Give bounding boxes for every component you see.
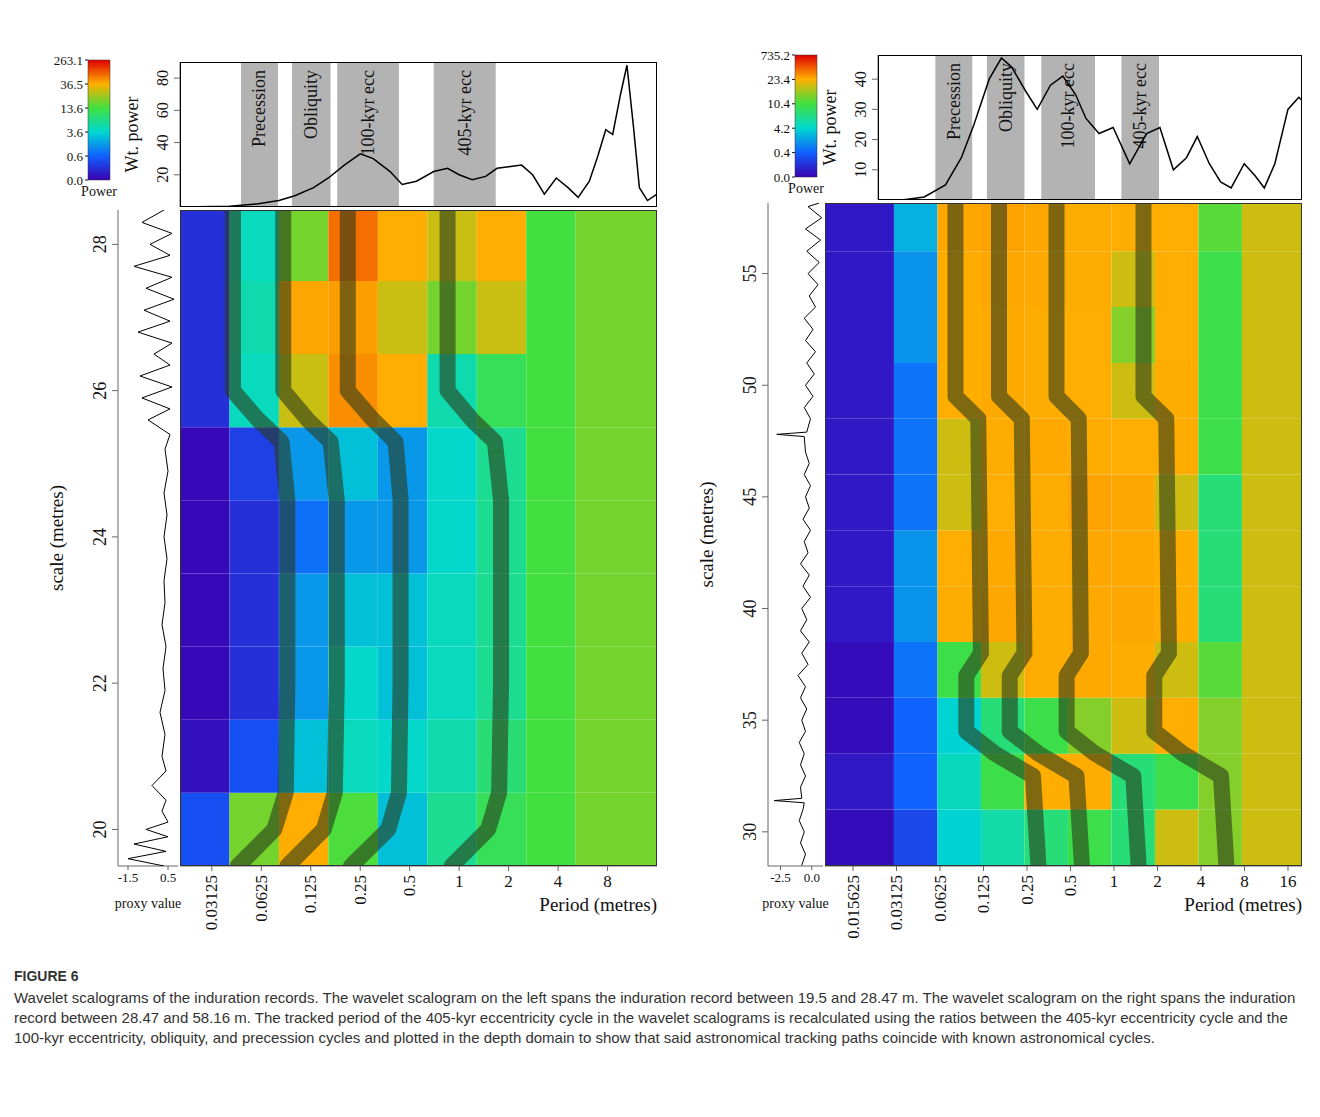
html-text:FIGURE 6: FIGURE 6 xyxy=(14,968,79,984)
html-text:Period (metres): Period (metres) xyxy=(539,894,657,915)
svg-text:100-kyr ecc: 100-kyr ecc xyxy=(1058,63,1078,148)
svg-text:0.125: 0.125 xyxy=(974,875,993,913)
svg-text:40: 40 xyxy=(154,135,171,151)
svg-text:13.6: 13.6 xyxy=(60,101,83,116)
svg-text:0.5: 0.5 xyxy=(160,870,176,885)
svg-text:scale (metres): scale (metres) xyxy=(696,481,718,587)
svg-text:10: 10 xyxy=(852,162,869,178)
svg-text:Power: Power xyxy=(788,181,824,196)
svg-text:4.2: 4.2 xyxy=(774,121,790,136)
svg-text:0.25: 0.25 xyxy=(351,875,370,905)
svg-text:Obliquity: Obliquity xyxy=(301,70,321,139)
svg-text:0.0: 0.0 xyxy=(804,870,820,885)
svg-text:60: 60 xyxy=(154,102,171,118)
html-text:Wavelet scalograms of the indu: Wavelet scalograms of the induration rec… xyxy=(14,989,1296,1046)
svg-text:24: 24 xyxy=(90,528,110,546)
html-text:proxy value: proxy value xyxy=(762,896,829,911)
svg-text:scale (metres): scale (metres) xyxy=(46,485,68,591)
svg-text:20: 20 xyxy=(90,820,110,838)
svg-text:28: 28 xyxy=(90,235,110,253)
svg-text:1: 1 xyxy=(1110,872,1119,891)
svg-text:0.03125: 0.03125 xyxy=(202,875,221,930)
svg-text:40: 40 xyxy=(740,600,760,618)
svg-text:30: 30 xyxy=(740,823,760,841)
svg-text:22: 22 xyxy=(90,674,110,692)
svg-text:55: 55 xyxy=(740,265,760,283)
svg-text:45: 45 xyxy=(740,488,760,506)
svg-text:0.25: 0.25 xyxy=(1018,875,1037,905)
svg-text:100-kyr ecc: 100-kyr ecc xyxy=(358,70,378,155)
svg-text:1: 1 xyxy=(455,872,464,891)
html-text:Period (metres): Period (metres) xyxy=(1184,894,1302,915)
svg-text:0.4: 0.4 xyxy=(774,145,791,160)
svg-text:735.2: 735.2 xyxy=(761,48,790,63)
svg-text:30: 30 xyxy=(852,101,869,117)
svg-text:0.015625: 0.015625 xyxy=(844,875,863,939)
svg-text:0.5: 0.5 xyxy=(1061,875,1080,896)
svg-text:Power: Power xyxy=(81,184,117,199)
svg-text:8: 8 xyxy=(1240,872,1249,891)
svg-text:8: 8 xyxy=(603,872,612,891)
svg-text:2: 2 xyxy=(1153,872,1162,891)
svg-text:40: 40 xyxy=(852,71,869,87)
svg-text:405-kyr ecc: 405-kyr ecc xyxy=(1130,63,1150,148)
svg-text:3.6: 3.6 xyxy=(67,125,84,140)
svg-text:0.6: 0.6 xyxy=(67,149,84,164)
svg-text:36.5: 36.5 xyxy=(60,77,83,92)
svg-text:0.0625: 0.0625 xyxy=(252,875,271,922)
svg-text:Wt. power: Wt. power xyxy=(122,97,142,173)
svg-text:-2.5: -2.5 xyxy=(770,870,791,885)
html-text:proxy value: proxy value xyxy=(114,896,182,911)
svg-text:0.03125: 0.03125 xyxy=(887,875,906,930)
svg-text:20: 20 xyxy=(852,132,869,148)
svg-text:23.4: 23.4 xyxy=(767,72,790,87)
svg-text:4: 4 xyxy=(1197,872,1206,891)
svg-text:50: 50 xyxy=(740,376,760,394)
svg-text:Precession: Precession xyxy=(249,70,269,147)
svg-text:-1.5: -1.5 xyxy=(118,870,139,885)
svg-text:0.5: 0.5 xyxy=(400,875,419,896)
svg-text:2: 2 xyxy=(504,872,512,891)
svg-text:0.0625: 0.0625 xyxy=(931,875,950,922)
svg-text:0.0: 0.0 xyxy=(66,172,83,188)
svg-text:0.125: 0.125 xyxy=(301,875,320,913)
svg-text:0.0: 0.0 xyxy=(773,169,790,185)
svg-text:16: 16 xyxy=(1279,872,1296,891)
svg-text:263.1: 263.1 xyxy=(54,53,83,68)
svg-text:Precession: Precession xyxy=(944,63,964,140)
svg-text:35: 35 xyxy=(740,711,760,729)
svg-text:26: 26 xyxy=(90,382,110,400)
svg-text:Wt. power: Wt. power xyxy=(820,90,840,166)
svg-text:80: 80 xyxy=(154,70,171,86)
svg-text:4: 4 xyxy=(554,872,563,891)
svg-text:20: 20 xyxy=(154,167,171,183)
svg-text:Obliquity: Obliquity xyxy=(996,63,1016,132)
svg-text:10.4: 10.4 xyxy=(767,96,790,111)
svg-text:405-kyr ecc: 405-kyr ecc xyxy=(455,70,475,155)
